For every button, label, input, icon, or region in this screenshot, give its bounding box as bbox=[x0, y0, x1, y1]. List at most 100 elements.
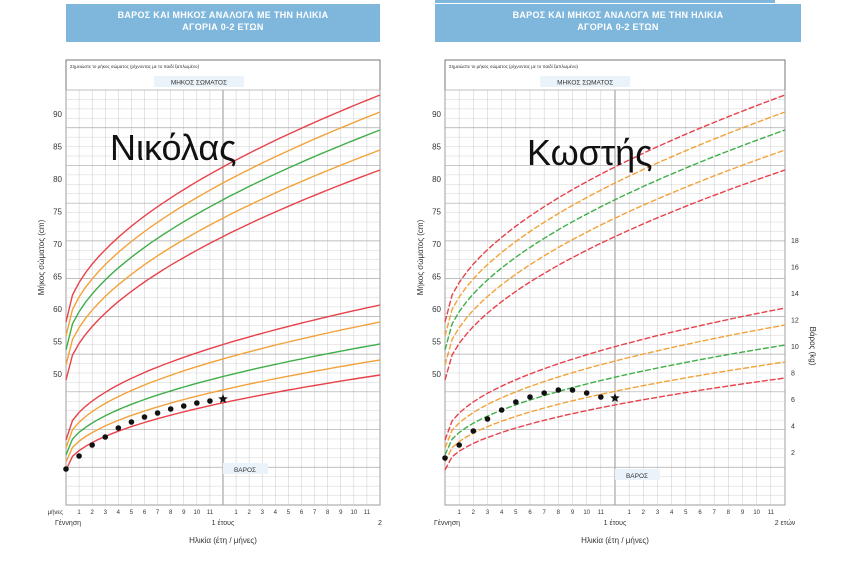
x-month-tick: 7 bbox=[156, 510, 160, 516]
y-tick-label: 65 bbox=[53, 273, 62, 282]
y2-tick-label: 16 bbox=[791, 265, 799, 272]
growth-chart-kostis: ΒΑΡΟΣ ΚΑΙ ΜΗΚΟΣ ΑΝΑΛΟΓΑ ΜΕ ΤΗΝ ΗΛΙΚΙΑ ΑΓ… bbox=[417, 0, 850, 588]
child-data-point bbox=[167, 406, 174, 412]
child-data-point bbox=[541, 390, 547, 396]
child-data-point bbox=[442, 455, 448, 461]
chart-title: ΒΑΡΟΣ ΚΑΙ ΜΗΚΟΣ ΑΝΑΛΟΓΑ ΜΕ ΤΗΝ ΗΛΙΚΙΑ bbox=[117, 10, 329, 20]
length-percentile-curve bbox=[65, 94, 381, 323]
x-month-tick: 11 bbox=[768, 510, 775, 516]
x-month-tick: 1 bbox=[457, 510, 461, 516]
weight-percentile-curve bbox=[444, 324, 786, 449]
weight-section-label-bg bbox=[615, 469, 660, 480]
x-month-tick: 8 bbox=[326, 510, 330, 516]
child-data-point bbox=[180, 403, 187, 409]
length-section-label-bg bbox=[540, 76, 631, 87]
y2-tick-label: 2 bbox=[791, 450, 795, 457]
length-percentile-curve bbox=[65, 111, 381, 337]
x-month-tick: 9 bbox=[741, 510, 745, 516]
x-month-tick: 4 bbox=[274, 510, 278, 516]
x-month-tick: 2 bbox=[642, 510, 646, 516]
x-month-tick: 9 bbox=[339, 510, 343, 516]
x-month-tick: 7 bbox=[313, 510, 317, 516]
chart-subtitle: ΑΓΟΡΙΑ 0-2 ΕΤΩΝ bbox=[182, 22, 264, 32]
x-month-tick: 11 bbox=[598, 510, 605, 516]
y-tick-label: 65 bbox=[432, 273, 441, 282]
child-data-point bbox=[555, 387, 562, 393]
y2-tick-label: 4 bbox=[791, 424, 795, 431]
child-data-point bbox=[89, 442, 95, 448]
length-percentile-curve bbox=[65, 149, 381, 366]
x-month-tick: 5 bbox=[514, 510, 518, 516]
header-top-bar bbox=[435, 0, 775, 3]
y-tick-label: 50 bbox=[53, 370, 62, 379]
y2-tick-label: 6 bbox=[791, 397, 795, 404]
y2-tick-label: 10 bbox=[791, 344, 799, 351]
x-month-tick: 6 bbox=[528, 510, 532, 516]
child-data-point-star bbox=[610, 393, 620, 402]
x-month-tick: 3 bbox=[104, 510, 108, 516]
length-percentile-curve bbox=[444, 129, 786, 351]
x-month-tick: 5 bbox=[684, 510, 688, 516]
x-month-tick: 4 bbox=[670, 510, 674, 516]
y-tick-label: 85 bbox=[53, 143, 62, 152]
child-data-point bbox=[583, 390, 590, 396]
x-month-tick: 1 bbox=[627, 510, 631, 516]
child-data-point bbox=[128, 419, 135, 425]
x-label-two-years: 2 ετών bbox=[775, 519, 796, 527]
growth-chart-svg: Σημειώστε το μήκος σώματος (ρίχνοντας με… bbox=[37, 59, 382, 545]
child-data-point bbox=[513, 399, 519, 405]
x-month-tick: 11 bbox=[364, 510, 371, 516]
length-section-label: ΜΗΚΟΣ ΣΩΜΑΤΟΣ bbox=[557, 80, 613, 87]
child-data-point bbox=[115, 425, 122, 431]
y-tick-label: 90 bbox=[53, 110, 62, 119]
child-data-point bbox=[484, 416, 491, 422]
length-percentile-curve bbox=[444, 111, 786, 337]
y2-tick-label: 14 bbox=[791, 291, 799, 298]
y2-tick-label: 18 bbox=[791, 238, 799, 245]
x-month-tick: 1 bbox=[234, 510, 238, 516]
child-data-point bbox=[76, 453, 82, 459]
child-data-point bbox=[63, 466, 69, 472]
y-tick-label: 75 bbox=[432, 208, 441, 217]
y-tick-label: 80 bbox=[53, 175, 62, 184]
chart-header: ΒΑΡΟΣ ΚΑΙ ΜΗΚΟΣ ΑΝΑΛΟΓΑ ΜΕ ΤΗΝ ΗΛΙΚΙΑ ΑΓ… bbox=[66, 4, 380, 42]
child-data-point bbox=[456, 442, 462, 448]
x-month-tick: 6 bbox=[698, 510, 702, 516]
x-month-tick: 10 bbox=[350, 510, 357, 516]
x-month-tick: 7 bbox=[712, 510, 716, 516]
child-name: Νικόλας bbox=[110, 127, 237, 168]
y-tick-label: 90 bbox=[432, 110, 441, 119]
growth-chart-nikolas: ΒΑΡΟΣ ΚΑΙ ΜΗΚΟΣ ΑΝΑΛΟΓΑ ΜΕ ΤΗΝ ΗΛΙΚΙΑ ΑΓ… bbox=[0, 0, 395, 588]
x-label-two-years: 2 bbox=[378, 520, 382, 527]
chart-subtitle: ΑΓΟΡΙΑ 0-2 ΕΤΩΝ bbox=[577, 22, 659, 32]
x-label-one-year: 1 έτους bbox=[212, 519, 235, 527]
y-tick-label: 60 bbox=[53, 305, 62, 314]
x-prefix: μήνες bbox=[48, 509, 63, 516]
child-data-point bbox=[527, 394, 533, 400]
x-month-tick: 8 bbox=[727, 510, 731, 516]
length-percentile-curve bbox=[444, 94, 786, 323]
chart-title: ΒΑΡΟΣ ΚΑΙ ΜΗΚΟΣ ΑΝΑΛΟΓΑ ΜΕ ΤΗΝ ΗΛΙΚΙΑ bbox=[512, 10, 724, 20]
weight-percentile-curve bbox=[65, 359, 381, 463]
y-tick-label: 70 bbox=[432, 240, 441, 249]
weight-percentile-curve bbox=[444, 377, 786, 471]
x-month-tick: 11 bbox=[207, 510, 214, 516]
x-month-tick: 2 bbox=[90, 510, 94, 516]
x-month-tick: 6 bbox=[300, 510, 304, 516]
x-month-tick: 5 bbox=[130, 510, 134, 516]
child-data-point bbox=[498, 407, 505, 413]
y-tick-label: 60 bbox=[432, 305, 441, 314]
y-axis-label: Μήκος σώματος (cm) bbox=[417, 219, 425, 295]
y-tick-label: 70 bbox=[53, 240, 62, 249]
length-section-label-bg bbox=[153, 76, 244, 87]
child-data-point bbox=[470, 428, 477, 434]
x-month-tick: 4 bbox=[500, 510, 504, 516]
x-month-tick: 2 bbox=[472, 510, 476, 516]
x-month-tick: 3 bbox=[486, 510, 490, 516]
length-percentile-curve bbox=[65, 169, 381, 381]
x-month-tick: 10 bbox=[193, 510, 200, 516]
y2-tick-label: 8 bbox=[791, 371, 795, 378]
weight-section-label: ΒΑΡΟΣ bbox=[234, 467, 256, 474]
weight-percentile-curve bbox=[65, 343, 381, 456]
length-section-label: ΜΗΚΟΣ ΣΩΜΑΤΟΣ bbox=[171, 80, 227, 87]
